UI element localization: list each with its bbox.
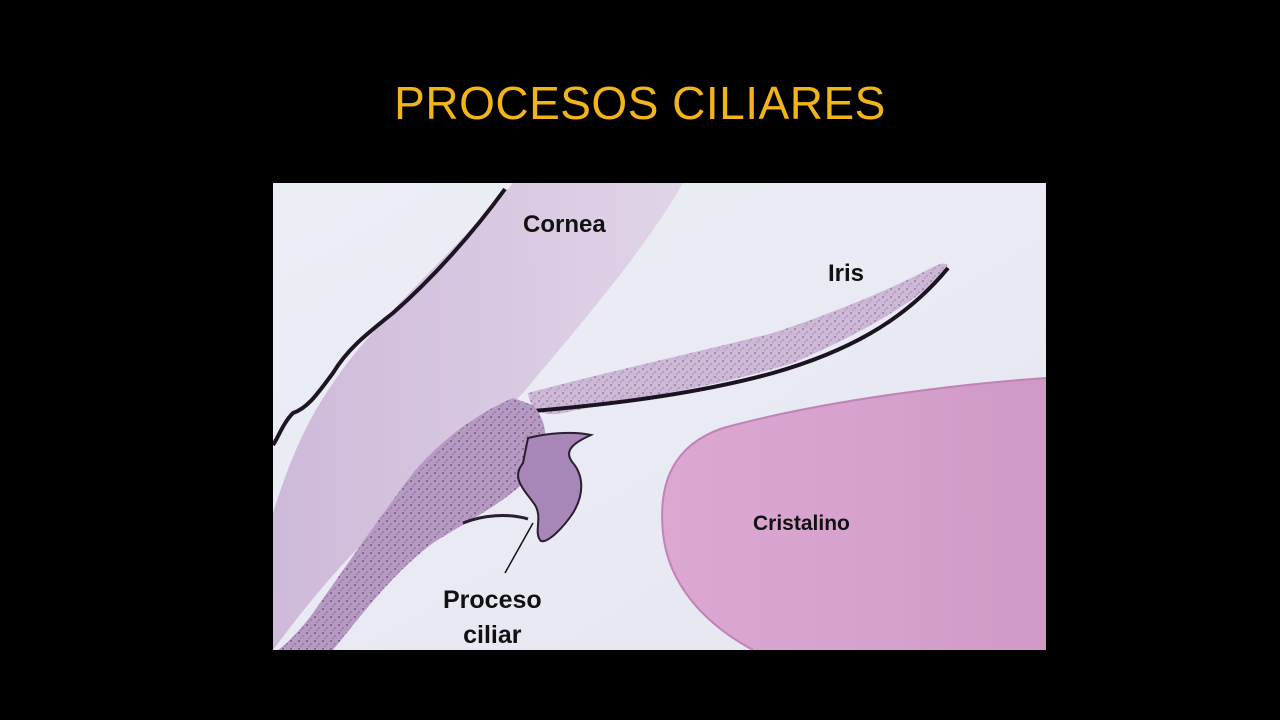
ciliary-texture [278, 398, 546, 650]
lens-tissue [662, 378, 1046, 650]
label-iris: Iris [828, 260, 865, 287]
micrograph-image [273, 183, 1046, 650]
label-proceso-line1: Proceso [443, 586, 542, 614]
cornea-epithelium [273, 187, 507, 447]
histology-micrograph: Cornea Iris Cristalino Proceso ciliar [273, 183, 1046, 650]
label-proceso-line2: ciliar [463, 621, 522, 649]
proceso-pointer-line [504, 522, 534, 574]
iris-texture [528, 263, 948, 415]
lens-edge [661, 377, 1046, 650]
label-cristalino: Cristalino [753, 512, 850, 535]
iris-pigment-edge [532, 266, 950, 413]
ciliary-process-fold [462, 514, 529, 525]
slide-title: PROCESOS CILIARES [394, 77, 886, 129]
label-proceso-ciliar: Proceso ciliar [443, 583, 542, 650]
label-cornea: Cornea [523, 211, 606, 238]
ciliary-processes [517, 431, 595, 543]
